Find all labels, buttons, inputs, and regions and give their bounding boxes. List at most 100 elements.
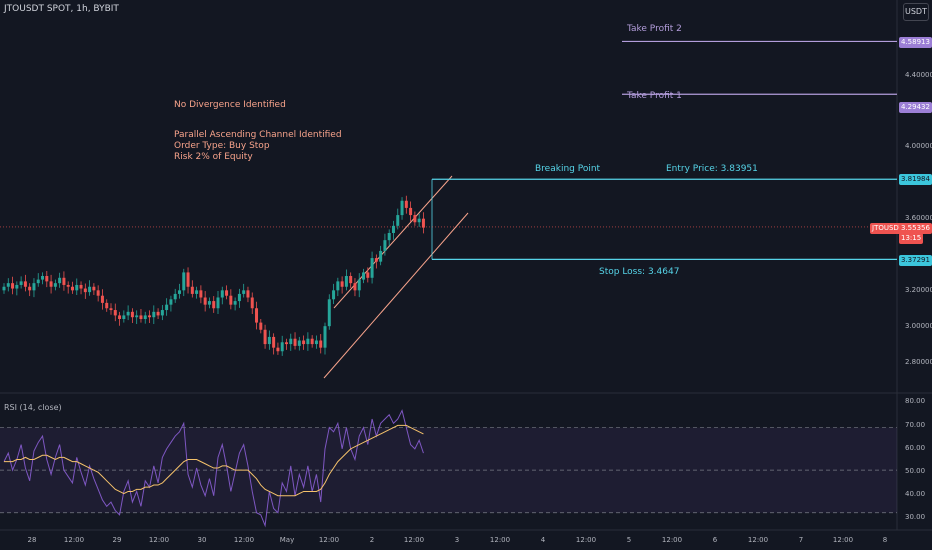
time-tick: 12:00 [318,536,340,544]
price-label-stop: 3.37291 [899,255,932,266]
currency-button[interactable]: USDT [903,3,929,21]
candle-body [177,290,181,294]
price-tick: 3.20000 [905,286,932,294]
price-tick: 3.00000 [905,322,932,330]
candle-body [336,281,340,291]
candle-body [148,315,152,318]
annotation-take-profit-1: Take Profit 1 [627,91,682,101]
candle-body [319,340,323,348]
candle-body [259,322,263,330]
candle-body [362,272,366,280]
candle-body [182,272,186,291]
time-tick: May [279,536,295,544]
annotation-risk: Risk 2% of Equity [174,152,253,162]
candle-body [400,200,404,216]
candle-body [70,286,74,291]
price-tick: 2.80000 [905,358,932,366]
candle-body [293,338,297,346]
time-tick: 30 [197,536,207,544]
candle-body [100,295,104,303]
candle-body [15,284,19,289]
candle-body [421,218,425,228]
candle-body [417,218,421,223]
candle-body [353,283,357,291]
time-tick: 7 [798,536,804,544]
candle-body [302,340,306,345]
candle-body [36,279,40,284]
candle-body [113,310,117,316]
current-symbol-label: JTOUSDT [870,223,906,234]
candle-body [272,336,276,348]
candle-body [75,284,79,291]
rsi-ma-line [4,424,424,497]
rsi-indicator-title[interactable]: RSI (14, close) [4,403,62,412]
candle-body [190,286,194,294]
candle-body [139,315,143,319]
rsi-tick: 70.00 [905,421,926,429]
time-tick: 12:00 [747,536,769,544]
time-tick: 12:00 [148,536,170,544]
time-tick: 2 [369,536,375,544]
candle-body [267,336,271,345]
candle-body [255,308,259,323]
time-tick: 4 [540,536,546,544]
candle-body [229,295,233,305]
candle-body [6,283,10,287]
candle-body [2,286,6,291]
annotation-stop-loss: Stop Loss: 3.4647 [599,267,680,277]
time-tick: 12:00 [403,536,425,544]
candle-body [11,283,15,289]
annotation-channel: Parallel Ascending Channel Identified [174,130,342,140]
time-tick: 12:00 [63,536,85,544]
annotation-order-type: Order Type: Buy Stop [174,141,270,151]
rsi-tick: 80.00 [905,397,926,405]
current-price-label: 3.55356 [899,223,932,234]
candle-body [306,338,310,345]
candle-body [79,284,83,289]
candle-body [62,277,66,285]
candle-body [186,272,190,287]
candle-body [96,290,100,296]
price-label-entry: 3.81984 [899,174,932,185]
candle-body [92,286,96,291]
time-tick: 12:00 [575,536,597,544]
candle-body [49,281,53,287]
annotation-take-profit-2: Take Profit 2 [627,24,682,34]
candle-body [289,338,293,345]
candle-body [212,301,216,309]
candle-body [126,311,130,316]
candle-body [118,315,122,319]
candle-body [391,225,395,233]
price-label-take-profit-2: 4.58913 [899,37,932,48]
candle-body [242,290,246,294]
time-tick: 6 [712,536,718,544]
time-tick: 28 [27,536,37,544]
time-tick: 12:00 [661,536,683,544]
candle-body [413,215,417,223]
symbol-title[interactable]: JTOUSDT SPOT, 1h, BYBIT [4,4,119,14]
price-tick: 4.00000 [905,142,932,150]
candle-body [143,315,147,319]
candle-body [225,290,229,296]
candle-body [314,340,318,345]
candle-body [160,310,164,316]
time-tick: 12:00 [489,536,511,544]
candle-body [19,281,23,285]
candle-body [374,258,378,262]
channel-lower-line [323,212,469,379]
candle-body [88,286,92,293]
price-label-take-profit-1: 4.29432 [899,102,932,113]
candle-body [53,283,57,287]
candle-body [379,250,383,262]
time-tick: 5 [626,536,632,544]
candle-body [207,301,211,305]
candle-body [344,276,348,287]
candle-body [28,286,32,291]
annotation-entry-price: Entry Price: 3.83951 [666,164,758,174]
candle-body [340,281,344,287]
candle-body [233,301,237,305]
candle-body [349,276,353,284]
candle-body [109,308,113,311]
candle-body [310,338,314,345]
